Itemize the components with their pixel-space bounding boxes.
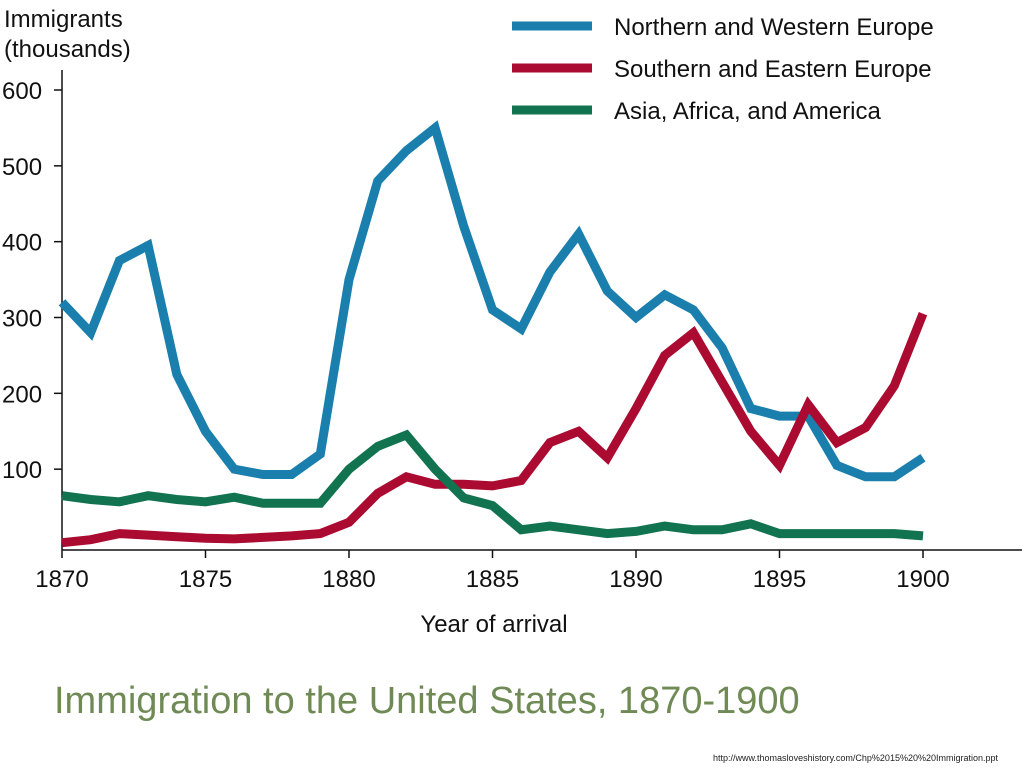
- legend-label-northern-and-western-europe: Northern and Western Europe: [614, 14, 934, 41]
- y-tick-label: 500: [2, 154, 42, 181]
- series-line-asia-africa-and-america: [61, 429, 924, 541]
- x-tick-label: 1890: [609, 566, 662, 593]
- x-tick-label: 1900: [896, 566, 949, 593]
- x-tick-label: 1885: [466, 566, 519, 593]
- slide-title: Immigration to the United States, 1870-1…: [54, 680, 800, 722]
- y-tick-label: 100: [2, 457, 42, 484]
- x-tick-label: 1870: [35, 566, 88, 593]
- y-tick-label: 200: [2, 381, 42, 408]
- legend-label-southern-and-eastern-europe: Southern and Eastern Europe: [614, 56, 932, 83]
- y-tick-label: 400: [2, 230, 42, 257]
- x-tick-label: 1875: [179, 566, 232, 593]
- series-line-northern-and-western-europe: [58, 120, 926, 482]
- y-axis-label-line2: (thousands): [4, 36, 131, 63]
- series-lines: [58, 120, 928, 548]
- y-axis-label-line1: Immigrants: [4, 6, 123, 33]
- chart-axes: [61, 70, 1022, 551]
- y-axis-ticks: 100 200 300 400 500 600: [2, 78, 62, 484]
- legend-label-asia-africa-and-america: Asia, Africa, and America: [614, 98, 881, 125]
- y-tick-label: 300: [2, 306, 42, 333]
- x-axis-ticks: 1870 1875 1880 1885 1890 1895 1900: [35, 550, 950, 593]
- source-url: http://www.thomasloveshistory.com/Chp%20…: [713, 753, 998, 763]
- x-tick-label: 1895: [753, 566, 806, 593]
- chart-legend: Northern and Western Europe Southern and …: [512, 14, 934, 125]
- series-line-southern-and-eastern-europe: [61, 312, 928, 548]
- y-tick-label: 600: [2, 78, 42, 105]
- x-axis-label: Year of arrival: [420, 611, 567, 638]
- x-tick-label: 1880: [322, 566, 375, 593]
